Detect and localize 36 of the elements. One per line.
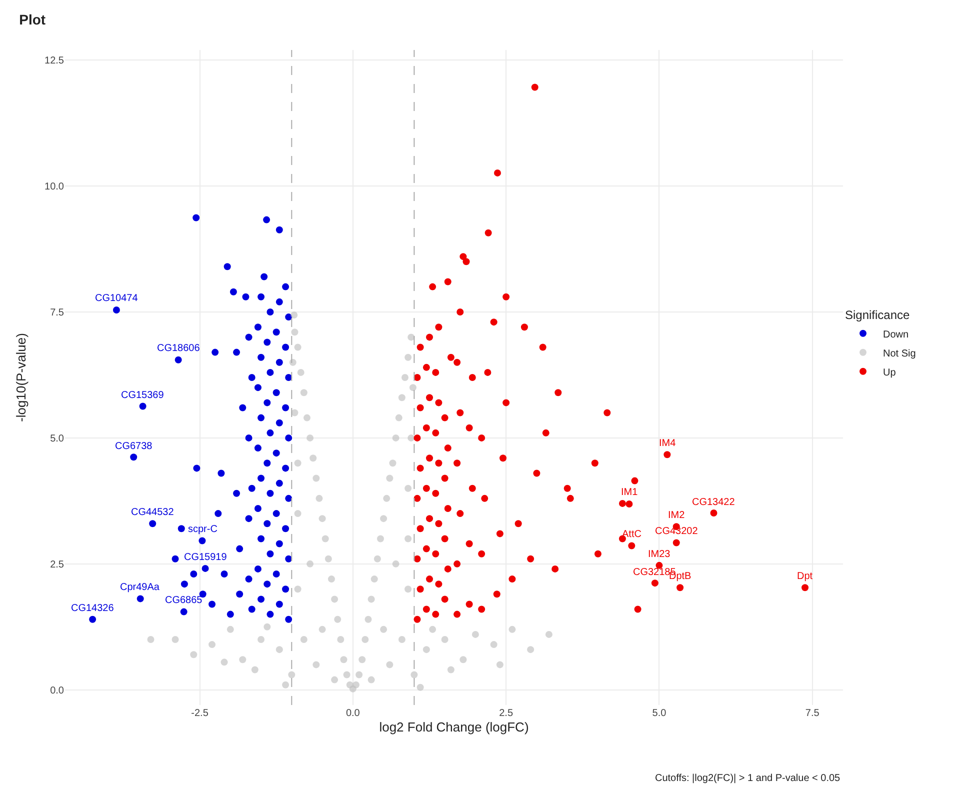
annotation: CG18606 [157,343,200,354]
x-tick-label: 7.5 [805,708,820,719]
chart-title: Plot [19,12,46,28]
annotation: CG6738 [115,441,153,452]
annotation: IM1 [621,487,638,498]
legend-label: Down [883,329,909,340]
x-tick-label: -2.5 [191,708,209,719]
legend-title: Significance [845,308,910,322]
annotation: CG14326 [71,603,114,614]
x-tick-label: 2.5 [499,708,514,719]
annotation: IM4 [659,438,676,449]
annotation: IM23 [648,549,671,560]
annotation: Cpr49Aa [120,582,160,593]
annotation: CG15369 [121,390,164,401]
text: Cutoffs: |log2(FC)| > 1 and P-value < 0.05 [655,773,841,784]
annotation: AttC [622,529,642,540]
y-tick-label: 10.0 [44,182,64,193]
x-axis-title: log2 Fold Change (logFC) [379,720,529,735]
annotation: CG44532 [131,507,174,518]
legend-label: Not Sig [883,348,916,360]
y-tick-label: 0.0 [50,685,64,696]
annotation: CG10474 [95,293,138,304]
y-axis-title: -log10(P-value) [13,333,28,422]
legend-label: Up [883,367,896,378]
annotation: CG13422 [692,497,736,508]
annotation: scpr-C [188,524,218,535]
annotation: CG6865 [165,595,203,606]
y-tick-label: 12.5 [44,56,64,67]
x-tick-label: 5.0 [652,708,667,719]
annotation: IM2 [668,510,686,521]
y-tick-label: 5.0 [50,433,64,444]
annotation: Dpt [797,571,813,582]
y-tick-label: 2.5 [50,559,64,570]
x-tick-label: 0.0 [346,708,360,719]
y-tick-label: 7.5 [50,308,64,318]
annotation: CG15919 [184,552,228,563]
